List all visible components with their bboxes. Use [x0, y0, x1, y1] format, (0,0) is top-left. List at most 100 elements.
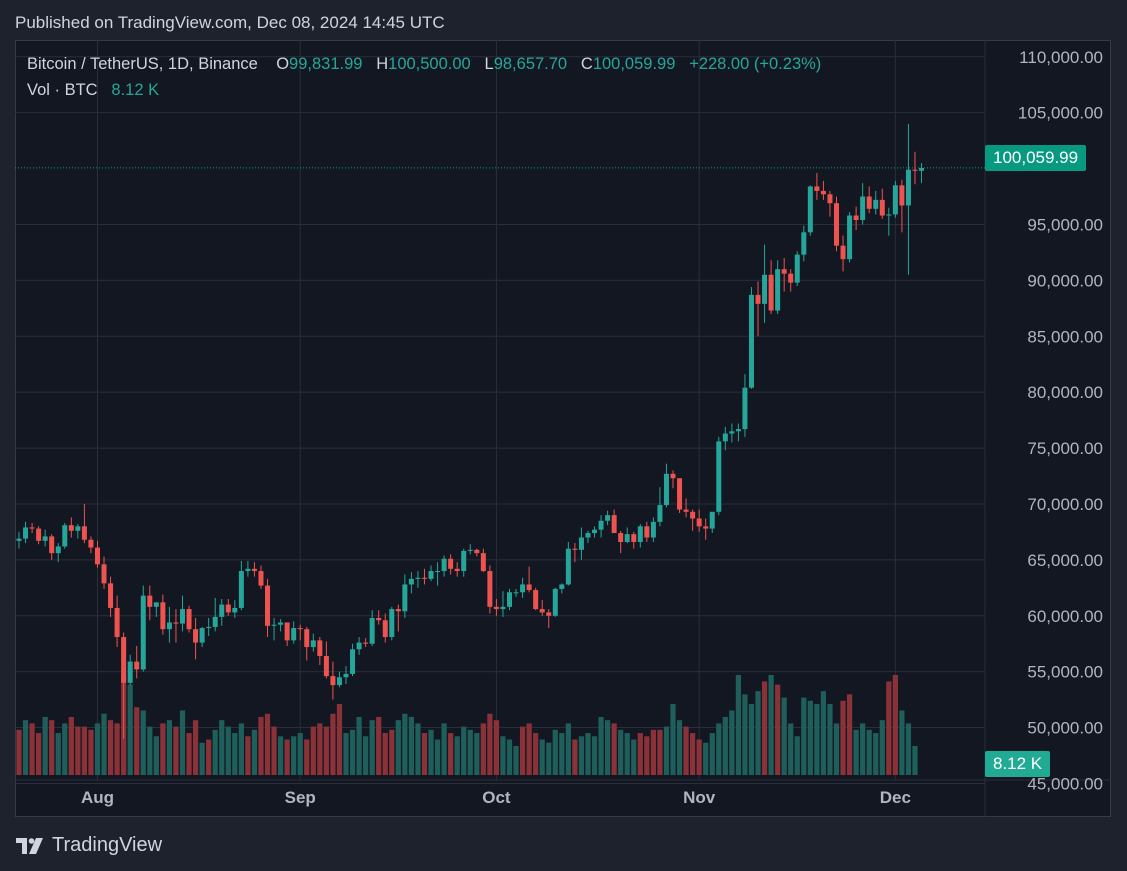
volume-bar: [343, 733, 349, 775]
candle-body: [533, 590, 539, 610]
candle-body: [834, 203, 839, 246]
volume-bar: [905, 723, 912, 775]
candle-body: [578, 537, 584, 550]
candle-body: [748, 294, 754, 388]
grid-lines: [15, 40, 1111, 817]
volume-bar: [840, 700, 846, 775]
volume-bar: [722, 716, 728, 775]
volume-bar: [846, 694, 853, 775]
candle-body: [166, 622, 172, 630]
candle-body: [408, 578, 414, 585]
low-value: 98,657.70: [493, 55, 568, 73]
volume-bar: [742, 694, 748, 775]
tradingview-brand[interactable]: TradingView: [16, 834, 162, 857]
candle-body: [650, 521, 656, 538]
y-tick-label: 55,000.00: [1027, 663, 1103, 682]
candle-body: [546, 612, 552, 616]
y-tick-label: 110,000.00: [1019, 48, 1103, 67]
volume-tag: 8.12 K: [985, 751, 1051, 777]
candle-body: [585, 533, 591, 538]
y-tick-label: 60,000.00: [1027, 607, 1103, 626]
y-tick-label: 90,000.00: [1027, 271, 1103, 290]
candle-body: [108, 583, 114, 608]
candle-body: [827, 194, 833, 204]
candle-body: [186, 609, 192, 630]
volume-bar: [271, 726, 277, 775]
close-value: 100,059.99: [592, 55, 676, 73]
candle-body: [88, 539, 94, 548]
candle-body: [722, 433, 728, 442]
volume-bar: [310, 726, 316, 775]
candle-body: [899, 185, 905, 206]
candle-body: [251, 568, 257, 572]
candle-body: [265, 585, 271, 626]
candle-body: [36, 528, 42, 541]
volume-bar: [546, 742, 552, 775]
candle-body: [114, 607, 120, 638]
candle-body: [421, 577, 427, 579]
volume-bar: [114, 723, 120, 775]
candle-body: [598, 520, 604, 530]
volume-bar: [618, 729, 624, 775]
candle-body: [539, 609, 545, 613]
candle-body: [873, 199, 879, 209]
volume-bar: [559, 733, 565, 775]
volume-bar: [506, 739, 513, 775]
candle-body: [703, 526, 709, 529]
candle-body: [127, 661, 133, 683]
volume-bar: [578, 736, 585, 775]
volume-bar: [75, 726, 81, 775]
candle-body: [323, 656, 329, 677]
candle-body: [879, 199, 885, 216]
candle-body: [428, 571, 434, 579]
volume-bar: [55, 733, 61, 775]
volume-label[interactable]: Vol · BTC: [27, 81, 98, 99]
candle-body: [624, 534, 630, 542]
candle-body: [520, 584, 526, 593]
candle-body: [271, 624, 277, 626]
candle-body: [310, 640, 316, 648]
candle-body: [847, 215, 853, 260]
x-tick-label: Oct: [482, 788, 511, 807]
candle-body: [232, 607, 238, 613]
volume-bar: [330, 713, 336, 775]
candle-body: [304, 629, 310, 648]
last-price-tag: 100,059.99: [985, 145, 1087, 171]
candle-body: [29, 527, 35, 529]
symbol-label[interactable]: Bitcoin / TetherUS, 1D, Binance: [27, 55, 258, 73]
volume-bar: [605, 720, 611, 775]
volume-bar: [526, 723, 532, 775]
brand-name: TradingView: [52, 834, 163, 856]
candle-body: [801, 232, 807, 255]
volume-bar: [533, 733, 539, 775]
volume-bar: [500, 736, 506, 775]
candle-body: [94, 547, 100, 565]
volume-bar: [160, 723, 166, 775]
candle-body: [526, 584, 532, 591]
volume-bar: [81, 726, 87, 775]
volume-bar: [709, 733, 715, 775]
volume-bar: [363, 736, 369, 775]
candle-body: [245, 568, 251, 572]
y-tick-label: 75,000.00: [1027, 439, 1103, 458]
candle-body: [121, 637, 127, 683]
candle-body: [709, 511, 715, 529]
volume-bar: [833, 723, 840, 775]
y-tick-label: 80,000.00: [1027, 383, 1103, 402]
volume-bar: [323, 726, 329, 775]
volume-bar: [356, 716, 362, 775]
chart-panel[interactable]: [15, 40, 1111, 817]
volume-bar: [369, 720, 375, 775]
x-tick-label: Dec: [880, 788, 911, 807]
volume-bar: [212, 729, 218, 775]
candle-body: [493, 606, 499, 610]
volume-bar: [349, 729, 356, 775]
candle-body: [866, 196, 872, 209]
candle-body: [382, 620, 388, 638]
candle-body: [631, 534, 637, 542]
volume-bar: [304, 739, 310, 775]
volume-bar: [402, 713, 408, 775]
candlestick-chart[interactable]: 110,000.00 105,000.00 95,000.00 90,000.00 85…: [15, 40, 1111, 817]
volume-bar: [873, 733, 879, 775]
volume-bar: [147, 726, 153, 775]
